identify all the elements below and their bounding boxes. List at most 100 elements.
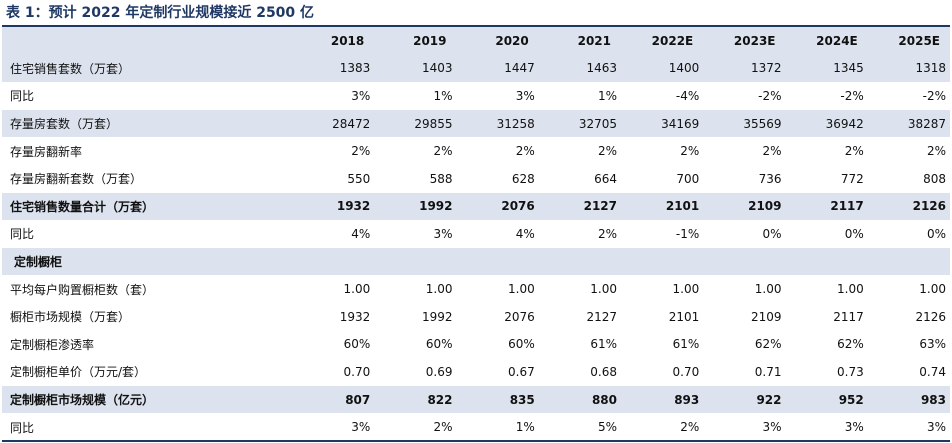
table-cell: 1.00 bbox=[590, 282, 617, 297]
row-label: 平均每户购置橱柜数（套） bbox=[10, 282, 155, 297]
row-label: 存量房翻新率 bbox=[10, 144, 83, 159]
table-cell: 628 bbox=[511, 171, 535, 186]
table-cell: 2% bbox=[680, 420, 700, 435]
table-cell: 2101 bbox=[668, 309, 700, 324]
row-label: 住宅销售数量合计（万套） bbox=[2, 192, 292, 221]
header-year: 2025E bbox=[867, 27, 950, 55]
table-cell: 922 bbox=[703, 385, 786, 414]
table-cell: 1.00 bbox=[672, 282, 700, 297]
row-label: 定制橱柜单价（万元/套） bbox=[10, 365, 147, 380]
table-cell: 2% bbox=[351, 144, 371, 159]
table-cell: 0.74 bbox=[919, 364, 946, 379]
header-year: 2018 bbox=[292, 27, 375, 55]
table-cell: 34169 bbox=[621, 109, 704, 138]
table-cell: 2% bbox=[844, 144, 864, 159]
table-cell: 28472 bbox=[292, 109, 375, 138]
table-cell: -4% bbox=[675, 88, 700, 103]
header-year: 2023E bbox=[703, 27, 786, 55]
table-row: 同比 3% 2% 1% 5% 2% 3% 3% 3% bbox=[2, 413, 950, 441]
table-cell: 700 bbox=[676, 171, 700, 186]
table-cell: 772 bbox=[840, 171, 864, 186]
table-cell: 3% bbox=[351, 420, 371, 435]
table-cell: 60% bbox=[425, 337, 453, 352]
table-cell: 1345 bbox=[785, 54, 868, 83]
table-cell: 1% bbox=[515, 420, 535, 435]
table-cell bbox=[374, 247, 457, 276]
table-cell: 736 bbox=[758, 171, 782, 186]
table-title: 表 1：预计 2022 年定制行业规模接近 2500 亿 bbox=[6, 5, 315, 21]
header-year: 2019 bbox=[374, 27, 457, 55]
table-cell: 2127 bbox=[586, 309, 617, 324]
table-cell: 62% bbox=[837, 337, 864, 352]
table-cell: 3% bbox=[515, 88, 535, 103]
table-cell: 1% bbox=[597, 88, 617, 103]
table-cell: 0.70 bbox=[343, 364, 371, 379]
table-cell: 1992 bbox=[421, 309, 453, 324]
table-row: 同比 3% 1% 3% 1% -4% -2% -2% -2% bbox=[2, 82, 950, 110]
table-cell: 2076 bbox=[504, 309, 535, 324]
table-cell: 2% bbox=[597, 226, 617, 241]
table-cell: 2109 bbox=[703, 192, 786, 221]
header-row: 2018 2019 2020 2021 2022E 2023E 2024E 20… bbox=[2, 27, 950, 55]
header-year: 2020 bbox=[456, 27, 539, 55]
table-cell bbox=[292, 247, 375, 276]
table-cell: 2101 bbox=[621, 192, 704, 221]
table-cell: 1403 bbox=[374, 54, 457, 83]
table-cell bbox=[703, 247, 786, 276]
table-cell: 880 bbox=[538, 385, 621, 414]
table-row: 存量房套数（万套） 28472 29855 31258 32705 34169 35569 3… bbox=[2, 109, 950, 138]
table-cell: 32705 bbox=[538, 109, 621, 138]
table-cell: 1.00 bbox=[919, 282, 946, 297]
table-cell: -2% bbox=[758, 88, 782, 103]
table-row: 同比 4% 3% 4% 2% -1% 0% 0% 0% bbox=[2, 220, 950, 248]
table-cell: 2% bbox=[926, 144, 946, 159]
table-row: 住宅销售数量合计（万套） 1932 1992 2076 2127 2101 2109 2117… bbox=[2, 192, 950, 221]
table-cell: 5% bbox=[597, 420, 617, 435]
table-cell: 664 bbox=[594, 171, 617, 186]
table-cell: 3% bbox=[762, 420, 782, 435]
table-row: 存量房翻新率 2% 2% 2% 2% 2% 2% 2% 2% bbox=[2, 137, 950, 165]
table-cell: 0.70 bbox=[672, 364, 700, 379]
table-cell: -2% bbox=[840, 88, 864, 103]
table-cell: 952 bbox=[785, 385, 868, 414]
table-cell: 588 bbox=[429, 171, 453, 186]
table-cell: 1447 bbox=[456, 54, 539, 83]
table-cell: 1% bbox=[433, 88, 453, 103]
header-year: 2021 bbox=[538, 27, 621, 55]
table-cell: 0.73 bbox=[837, 364, 864, 379]
table-cell: 31258 bbox=[456, 109, 539, 138]
table-cell: 0% bbox=[762, 226, 782, 241]
table-cell: 1383 bbox=[292, 54, 375, 83]
row-label: 存量房翻新套数（万套） bbox=[10, 172, 143, 187]
table-cell: 2126 bbox=[867, 192, 950, 221]
table-cell: 35569 bbox=[703, 109, 786, 138]
table-row: 定制橱柜渗透率 60% 60% 60% 61% 61% 62% 62% 63% bbox=[2, 331, 950, 359]
table-cell: 1.00 bbox=[508, 282, 535, 297]
table-cell: 38287 bbox=[867, 109, 950, 138]
row-label: 同比 bbox=[10, 420, 35, 435]
table-cell: 2076 bbox=[456, 192, 539, 221]
table-row: 定制橱柜 bbox=[2, 247, 950, 276]
table-cell: 2127 bbox=[538, 192, 621, 221]
table-cell: -2% bbox=[922, 88, 946, 103]
row-label: 住宅销售套数（万套） bbox=[2, 54, 292, 83]
row-label: 橱柜市场规模（万套） bbox=[10, 310, 131, 325]
table-cell: 3% bbox=[844, 420, 864, 435]
table-cell: 63% bbox=[919, 337, 946, 352]
table-cell: 4% bbox=[351, 226, 371, 241]
table-cell: 0.68 bbox=[590, 364, 617, 379]
header-year: 2022E bbox=[621, 27, 704, 55]
table-cell: 2% bbox=[597, 144, 617, 159]
table-cell: 2% bbox=[515, 144, 535, 159]
table-cell: 822 bbox=[374, 385, 457, 414]
table-cell: 0% bbox=[926, 226, 946, 241]
row-label: 同比 bbox=[10, 89, 35, 104]
table-cell: 4% bbox=[515, 226, 535, 241]
table-cell: 0% bbox=[844, 226, 864, 241]
table-cell: 2117 bbox=[785, 192, 868, 221]
table-cell: 550 bbox=[347, 171, 371, 186]
table-cell: 983 bbox=[867, 385, 950, 414]
data-table: 2018 2019 2020 2021 2022E 2023E 2024E 20… bbox=[2, 27, 950, 441]
table-cell: 2% bbox=[762, 144, 782, 159]
table-cell: -1% bbox=[675, 226, 700, 241]
